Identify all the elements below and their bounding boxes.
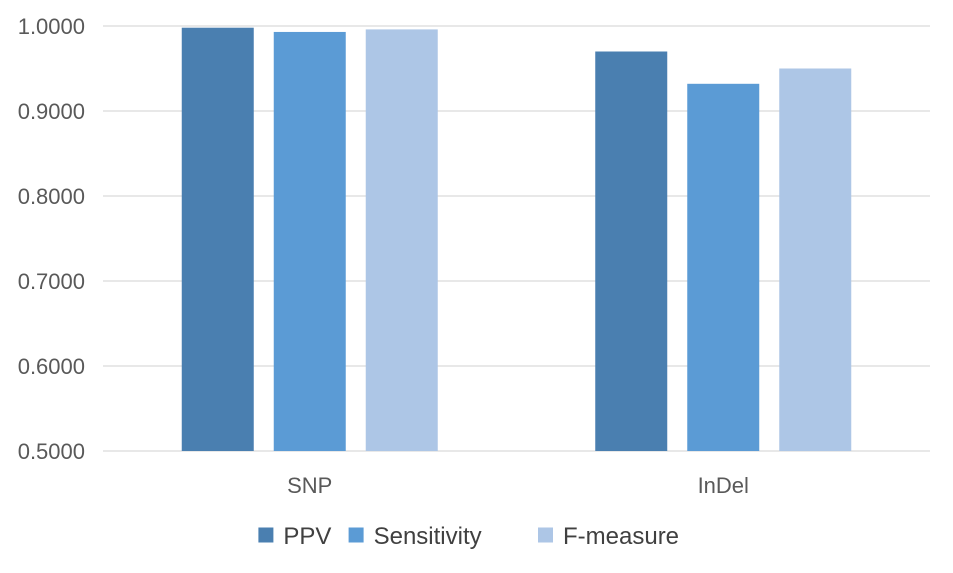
bar-sensitivity-indel — [687, 83, 760, 452]
y-tick-label: 1.0000 — [18, 14, 85, 39]
legend: PPV Sensitivity F-measure — [258, 523, 679, 550]
y-tick-label: 0.8000 — [18, 184, 85, 209]
legend-item-ppv: PPV — [258, 523, 331, 550]
bar-f-measure-snp — [365, 29, 438, 452]
x-category-label: SNP — [287, 473, 332, 498]
y-tick-label: 0.6000 — [18, 354, 85, 379]
legend-label: PPV — [283, 523, 331, 550]
legend-swatch — [538, 527, 553, 543]
y-tick-label: 0.5000 — [18, 439, 85, 464]
y-tick-label: 0.7000 — [18, 269, 85, 294]
legend-swatch — [258, 527, 274, 543]
bar-ppv-snp — [181, 27, 254, 451]
legend-label: F-measure — [563, 523, 679, 550]
y-tick-label: 0.9000 — [18, 99, 85, 124]
bar-ppv-indel — [595, 51, 668, 451]
legend-item-sensitivity: Sensitivity — [348, 523, 482, 550]
legend-swatch — [348, 527, 364, 543]
y-axis-tick-labels: 0.5000 0.6000 0.7000 0.8000 0.9000 1.0000 — [18, 14, 85, 464]
bar-f-measure-indel — [779, 68, 852, 451]
bar-sensitivity-snp — [273, 31, 346, 451]
x-category-label: InDel — [698, 473, 749, 498]
bars — [181, 27, 852, 452]
legend-label: Sensitivity — [374, 523, 482, 550]
legend-item-f-measure: F-measure — [538, 523, 679, 550]
x-axis-category-labels: SNP InDel — [287, 473, 749, 498]
